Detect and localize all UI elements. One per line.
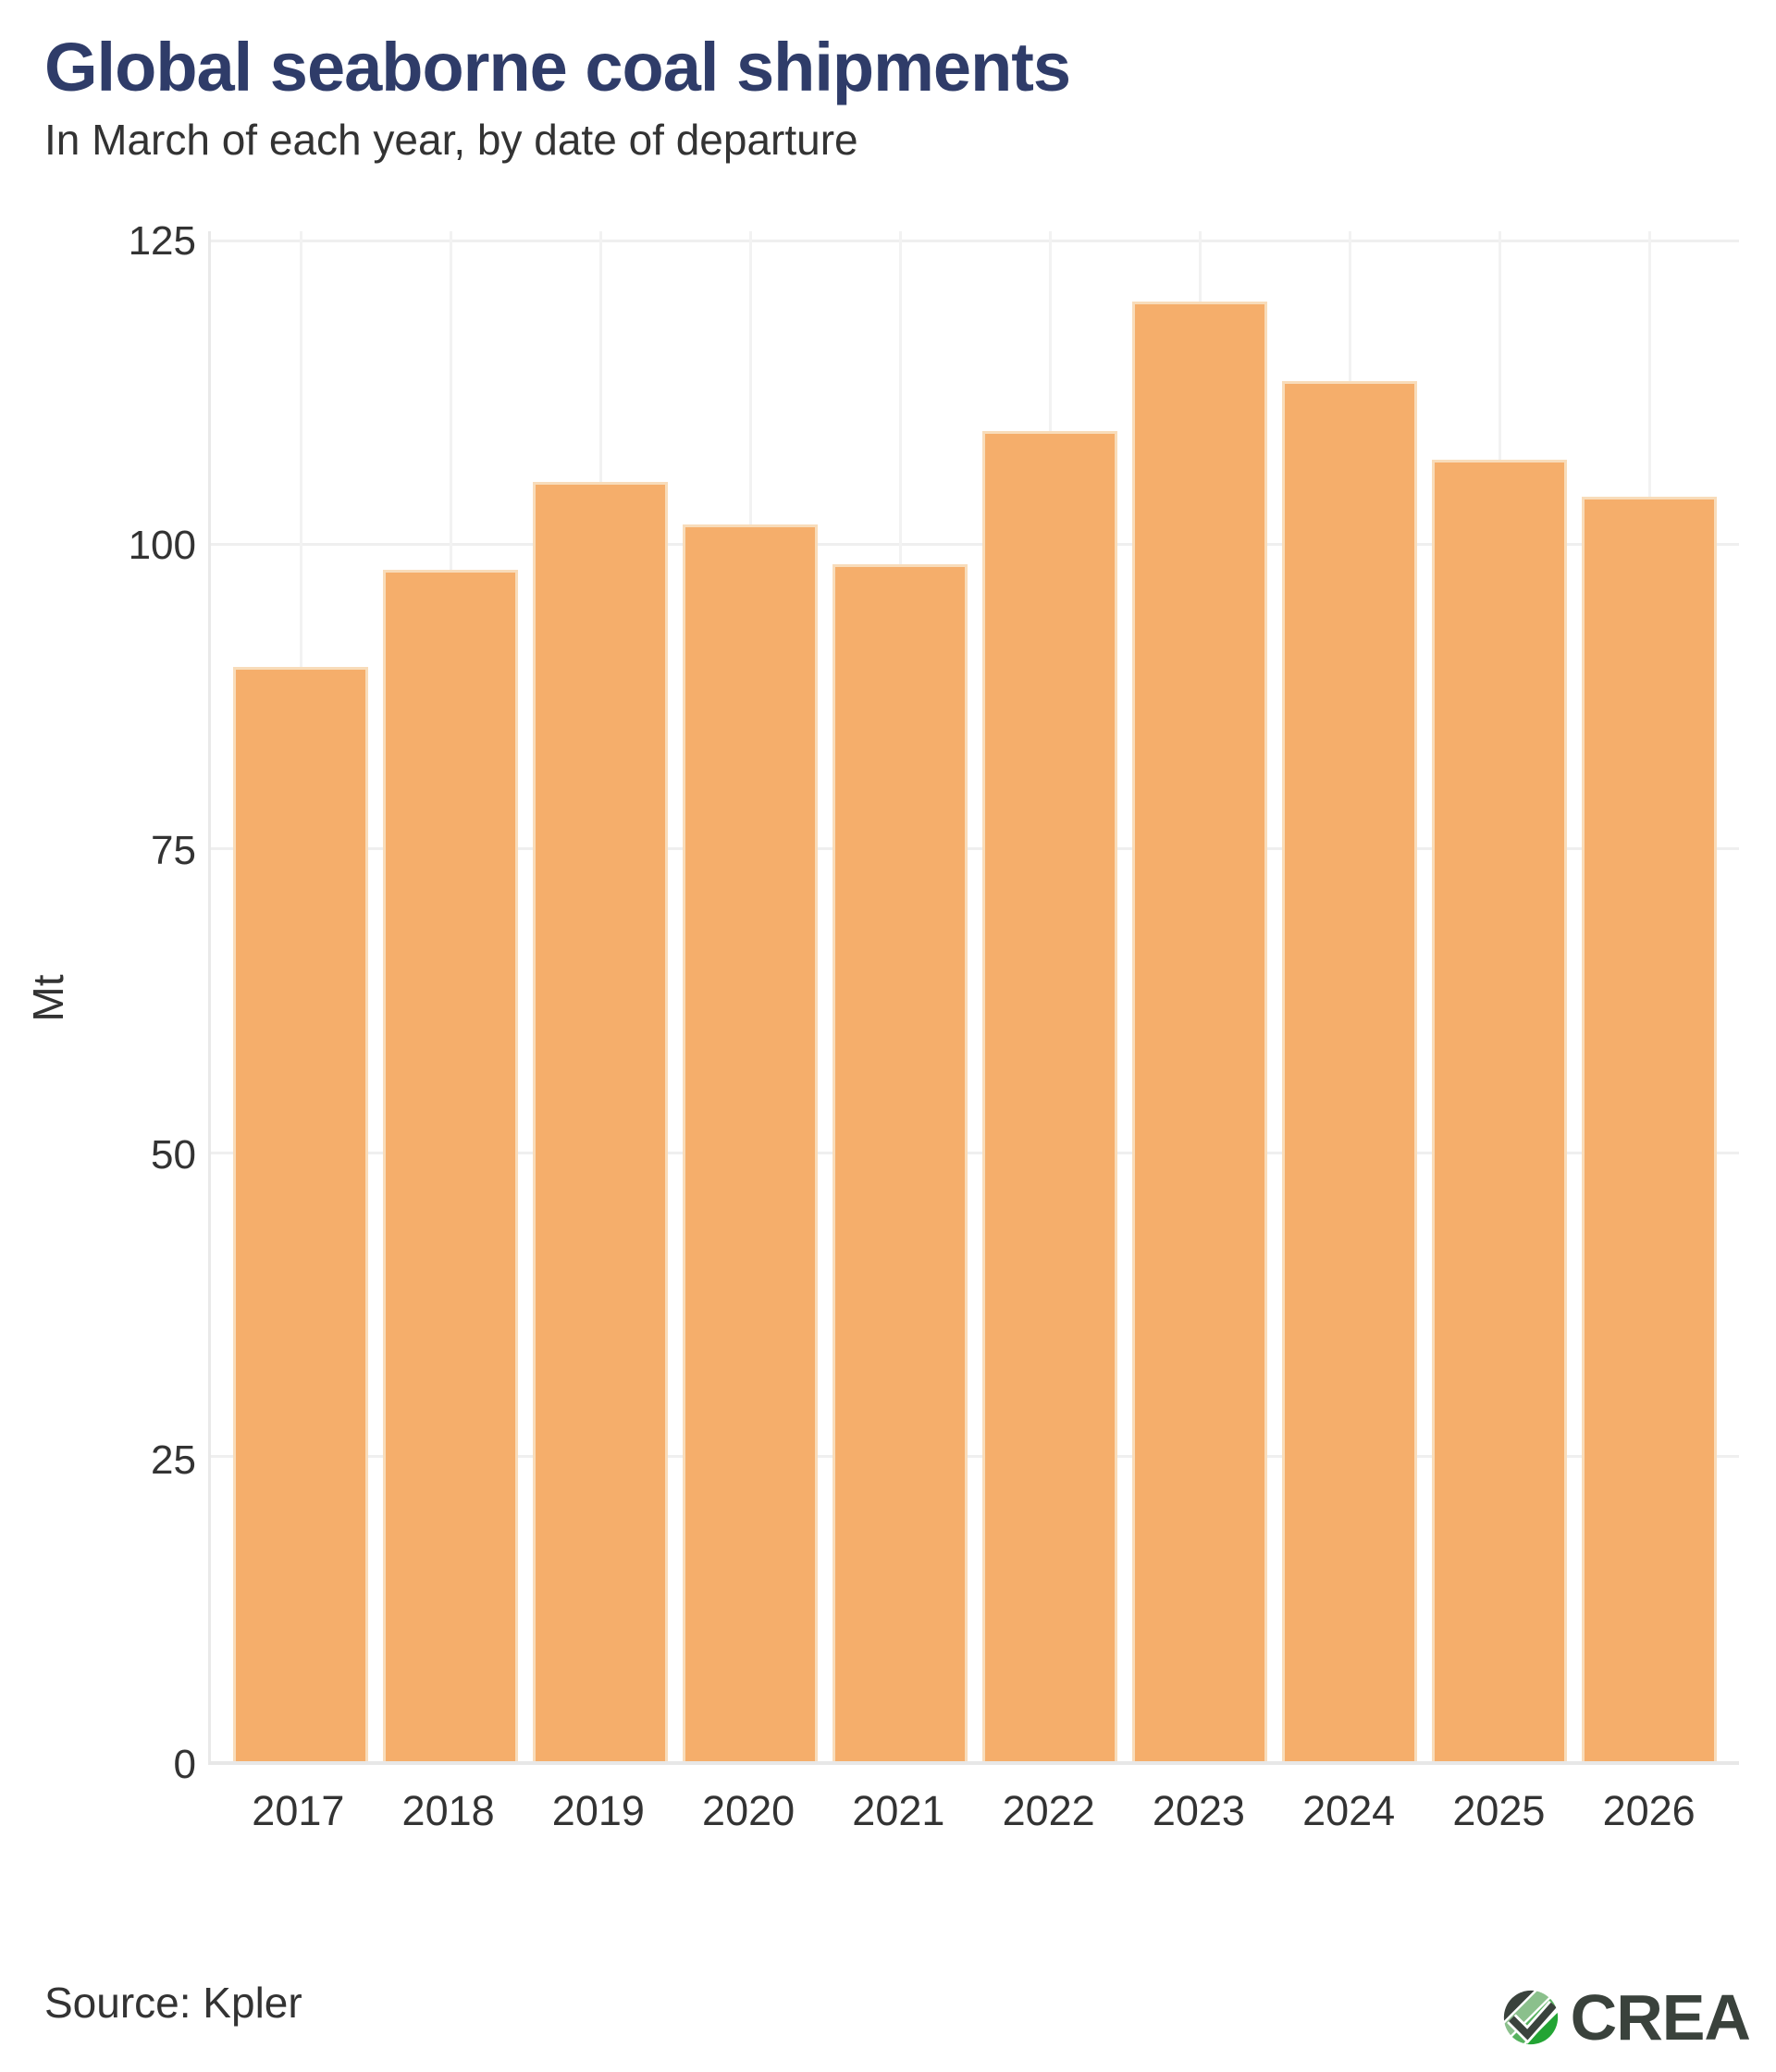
x-tick-label: 2021 (852, 1787, 945, 1834)
bar-2022 (982, 430, 1117, 1761)
bar-2025 (1431, 460, 1567, 1761)
bar-2019 (533, 481, 668, 1761)
bar-2026 (1581, 496, 1717, 1761)
x-tick-label: 2019 (551, 1787, 645, 1834)
x-tick-label: 2017 (252, 1787, 345, 1834)
chart-subtitle: In March of each year, by date of depart… (44, 116, 858, 164)
chart-title: Global seaborne coal shipments (44, 29, 1071, 105)
plot-panel (208, 231, 1739, 1765)
bar-2017 (233, 666, 369, 1761)
y-tick-label: 125 (128, 217, 196, 264)
bar-2018 (383, 569, 518, 1761)
bar-2020 (683, 524, 818, 1761)
x-tick-label: 2022 (1002, 1787, 1095, 1834)
crea-globe-icon (1503, 1990, 1558, 2045)
y-tick-label: 100 (128, 523, 196, 569)
y-gridline (211, 1151, 1739, 1154)
bar-2023 (1132, 302, 1267, 1761)
x-axis-tick-labels: 2017 2018 2019 2020 2021 2022 2023 2024 2025 2026 (208, 1787, 1739, 1843)
y-tick-label: 75 (151, 827, 196, 873)
y-gridline (211, 239, 1739, 242)
y-axis-tick-labels: 0 25 50 75 100 125 (0, 218, 196, 1787)
y-tick-label: 25 (151, 1437, 196, 1483)
crea-logo: CREA (1502, 1981, 1751, 2054)
x-tick-label: 2018 (401, 1787, 495, 1834)
crea-logo-text: CREA (1570, 1981, 1751, 2054)
y-axis-title: Mt (24, 974, 72, 1022)
y-gridline (211, 543, 1739, 547)
y-tick-label: 50 (151, 1132, 196, 1178)
bar-2024 (1282, 380, 1417, 1761)
y-gridline (211, 846, 1739, 850)
source-note: Source: Kpler (44, 1979, 302, 2027)
x-tick-label: 2020 (702, 1787, 796, 1834)
x-tick-label: 2024 (1302, 1787, 1396, 1834)
y-tick-label: 0 (173, 1742, 196, 1787)
y-gridline (211, 1455, 1739, 1459)
bar-2021 (832, 564, 968, 1761)
x-tick-label: 2023 (1152, 1787, 1245, 1834)
x-tick-label: 2026 (1602, 1787, 1696, 1834)
x-tick-label: 2025 (1452, 1787, 1546, 1834)
